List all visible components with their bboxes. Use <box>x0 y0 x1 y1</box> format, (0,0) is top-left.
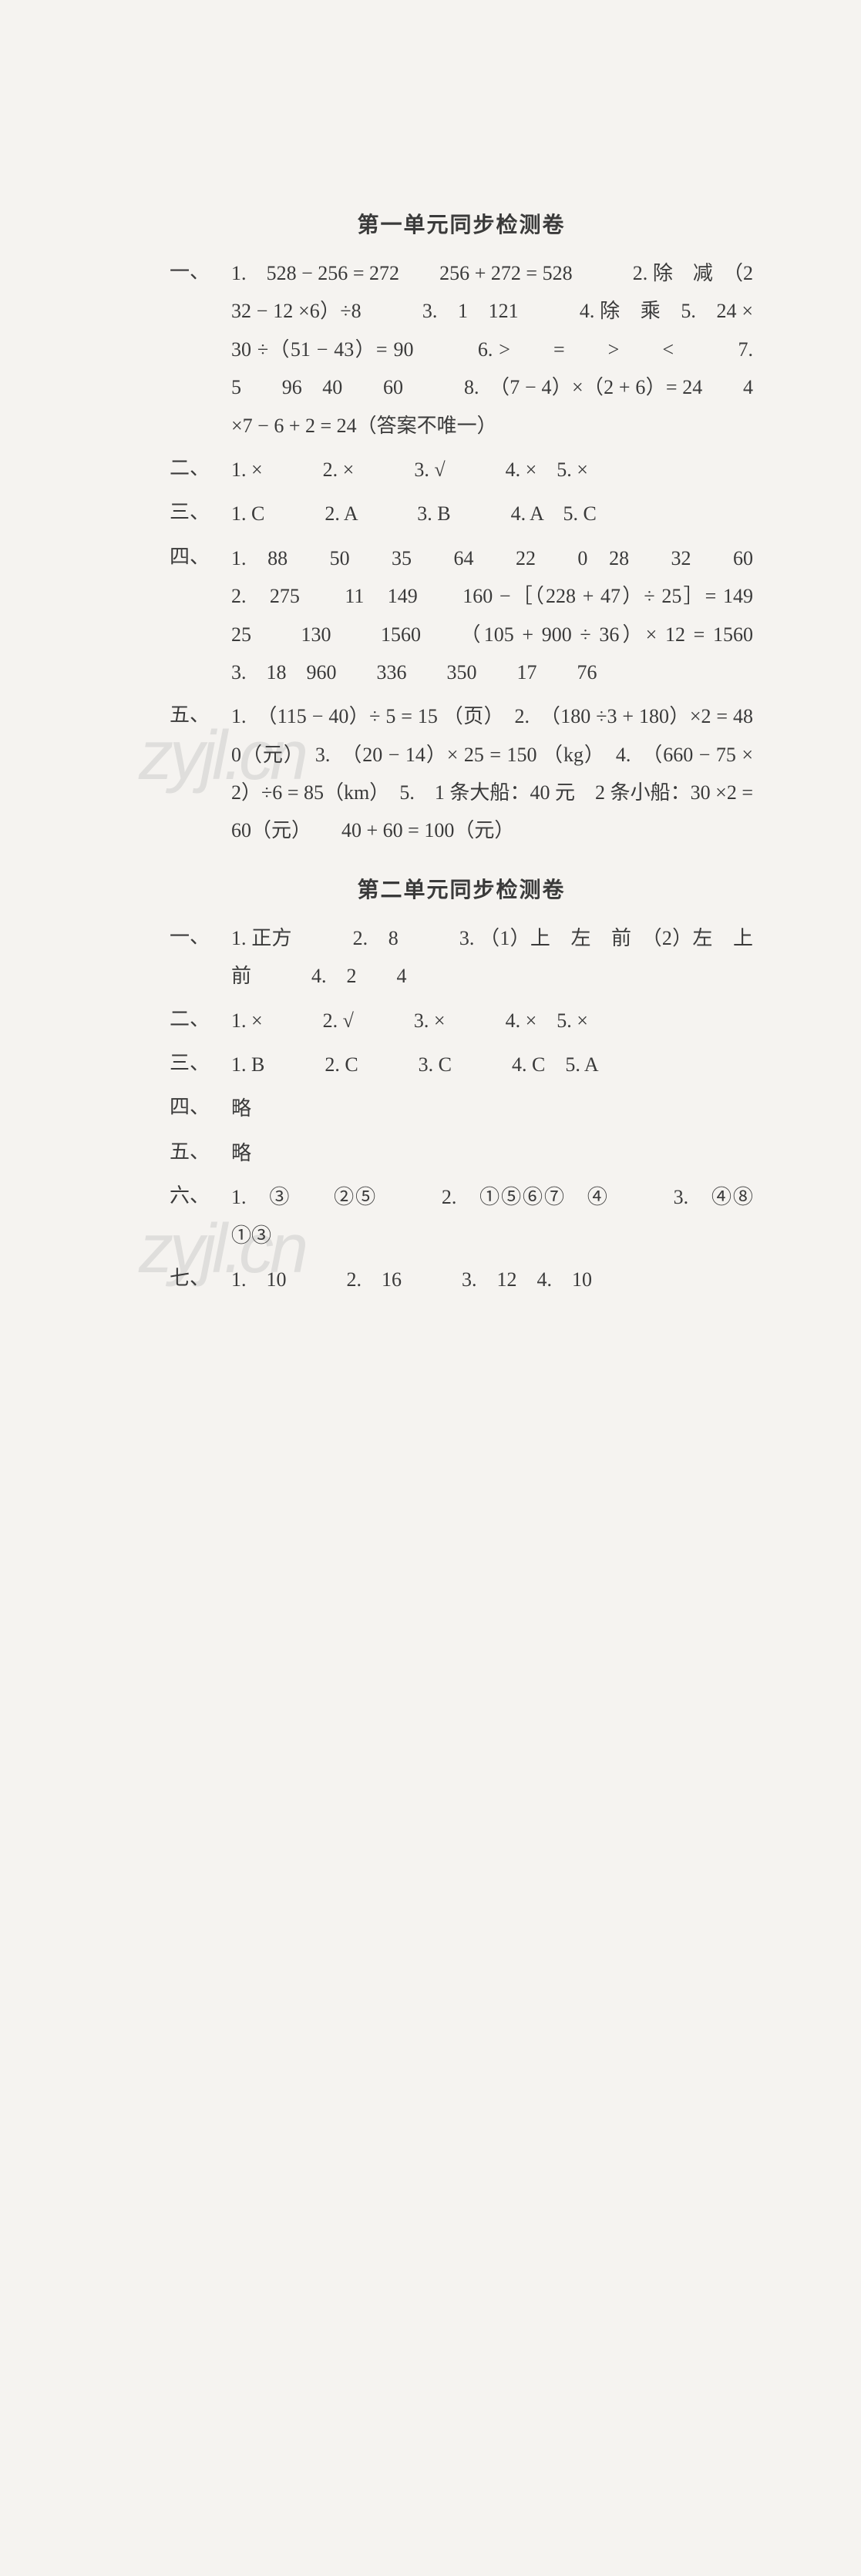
u2q2-content: 1. × 2. √ 3. × 4. × 5. × <box>231 1002 753 1039</box>
circle-8: ⑧ <box>733 1186 753 1208</box>
q6-p5: 3. <box>609 1186 711 1208</box>
unit1-q4: 四、 1. 88 50 35 64 22 0 28 32 60 2. 275 1… <box>170 539 753 692</box>
circle-5b: ⑤ <box>501 1186 523 1208</box>
unit2-q1: 一、 1. 正方 2. 8 3. （1）上 左 前 （2）左 上 前 4. 2 … <box>170 919 753 996</box>
unit2-q5: 五、 略 <box>170 1134 753 1172</box>
circle-7: ⑦ <box>544 1186 566 1208</box>
q3-marker: 三、 <box>170 495 231 532</box>
unit2-q2: 二、 1. × 2. √ 3. × 4. × 5. × <box>170 1002 753 1039</box>
q2-marker: 二、 <box>170 451 231 489</box>
u2q5-content: 略 <box>231 1134 753 1172</box>
u2q1-marker: 一、 <box>170 919 231 996</box>
unit2-q4: 四、 略 <box>170 1090 753 1127</box>
unit1-q5: 五、 1. （115 − 40）÷ 5 = 15 （页） 2. （180 ÷3 … <box>170 697 753 850</box>
u2q6-marker: 六、 <box>170 1178 231 1254</box>
content-wrapper: 第一单元同步检测卷 一、 1. 528 − 256 = 272 256 + 27… <box>170 208 753 1298</box>
circle-4b: ④ <box>711 1186 733 1208</box>
q6-p1: 1. <box>231 1186 269 1208</box>
u2q5-marker: 五、 <box>170 1134 231 1172</box>
q1-marker: 一、 <box>170 254 231 445</box>
circle-1: ① <box>479 1186 501 1208</box>
unit1-q2: 二、 1. × 2. × 3. √ 4. × 5. × <box>170 451 753 489</box>
u2q3-marker: 三、 <box>170 1046 231 1083</box>
q1-content: 1. 528 − 256 = 272 256 + 272 = 528 2. 除 … <box>231 254 753 445</box>
q5-content: 1. （115 − 40）÷ 5 = 15 （页） 2. （180 ÷3 + 1… <box>231 697 753 850</box>
unit2-q7: 七、 1. 10 2. 16 3. 12 4. 10 <box>170 1261 753 1298</box>
q6-p6 <box>753 1186 793 1208</box>
u2q7-content: 1. 10 2. 16 3. 12 4. 10 <box>231 1261 753 1298</box>
document-page: 第一单元同步检测卷 一、 1. 528 − 256 = 272 256 + 27… <box>0 31 861 1382</box>
unit1-q1: 一、 1. 528 − 256 = 272 256 + 272 = 528 2.… <box>170 254 753 445</box>
circle-1b: ① <box>231 1224 251 1247</box>
u2q6-content: 1. ③ ②⑤ 2. ①⑤⑥⑦ ④ 3. ④⑧ ①③ <box>231 1178 753 1254</box>
q6-p4 <box>566 1186 587 1208</box>
q6-p2a <box>291 1186 334 1208</box>
unit2-q3: 三、 1. B 2. C 3. C 4. C 5. A <box>170 1046 753 1083</box>
u2q7-marker: 七、 <box>170 1261 231 1298</box>
u2q4-content: 略 <box>231 1090 753 1127</box>
u2q4-marker: 四、 <box>170 1090 231 1127</box>
circle-3: ③ <box>269 1186 291 1208</box>
unit1-q3: 三、 1. C 2. A 3. B 4. A 5. C <box>170 495 753 532</box>
unit2-title: 第二单元同步检测卷 <box>170 873 753 904</box>
q3-content: 1. C 2. A 3. B 4. A 5. C <box>231 495 753 532</box>
q5-marker: 五、 <box>170 697 231 850</box>
circle-3b: ③ <box>251 1224 271 1247</box>
circle-4: ④ <box>587 1186 609 1208</box>
unit1-title: 第一单元同步检测卷 <box>170 208 753 239</box>
circle-2: ② <box>334 1186 355 1208</box>
u2q3-content: 1. B 2. C 3. C 4. C 5. A <box>231 1046 753 1083</box>
q2-content: 1. × 2. × 3. √ 4. × 5. × <box>231 451 753 489</box>
circle-5: ⑤ <box>355 1186 377 1208</box>
u2q2-marker: 二、 <box>170 1002 231 1039</box>
circle-6: ⑥ <box>523 1186 544 1208</box>
u2q1-content: 1. 正方 2. 8 3. （1）上 左 前 （2）左 上 前 4. 2 4 <box>231 919 753 996</box>
q4-content: 1. 88 50 35 64 22 0 28 32 60 2. 275 11 1… <box>231 539 753 692</box>
q6-p3: 2. <box>377 1186 479 1208</box>
q4-marker: 四、 <box>170 539 231 692</box>
unit2-q6: 六、 1. ③ ②⑤ 2. ①⑤⑥⑦ ④ 3. ④⑧ ①③ <box>170 1178 753 1254</box>
